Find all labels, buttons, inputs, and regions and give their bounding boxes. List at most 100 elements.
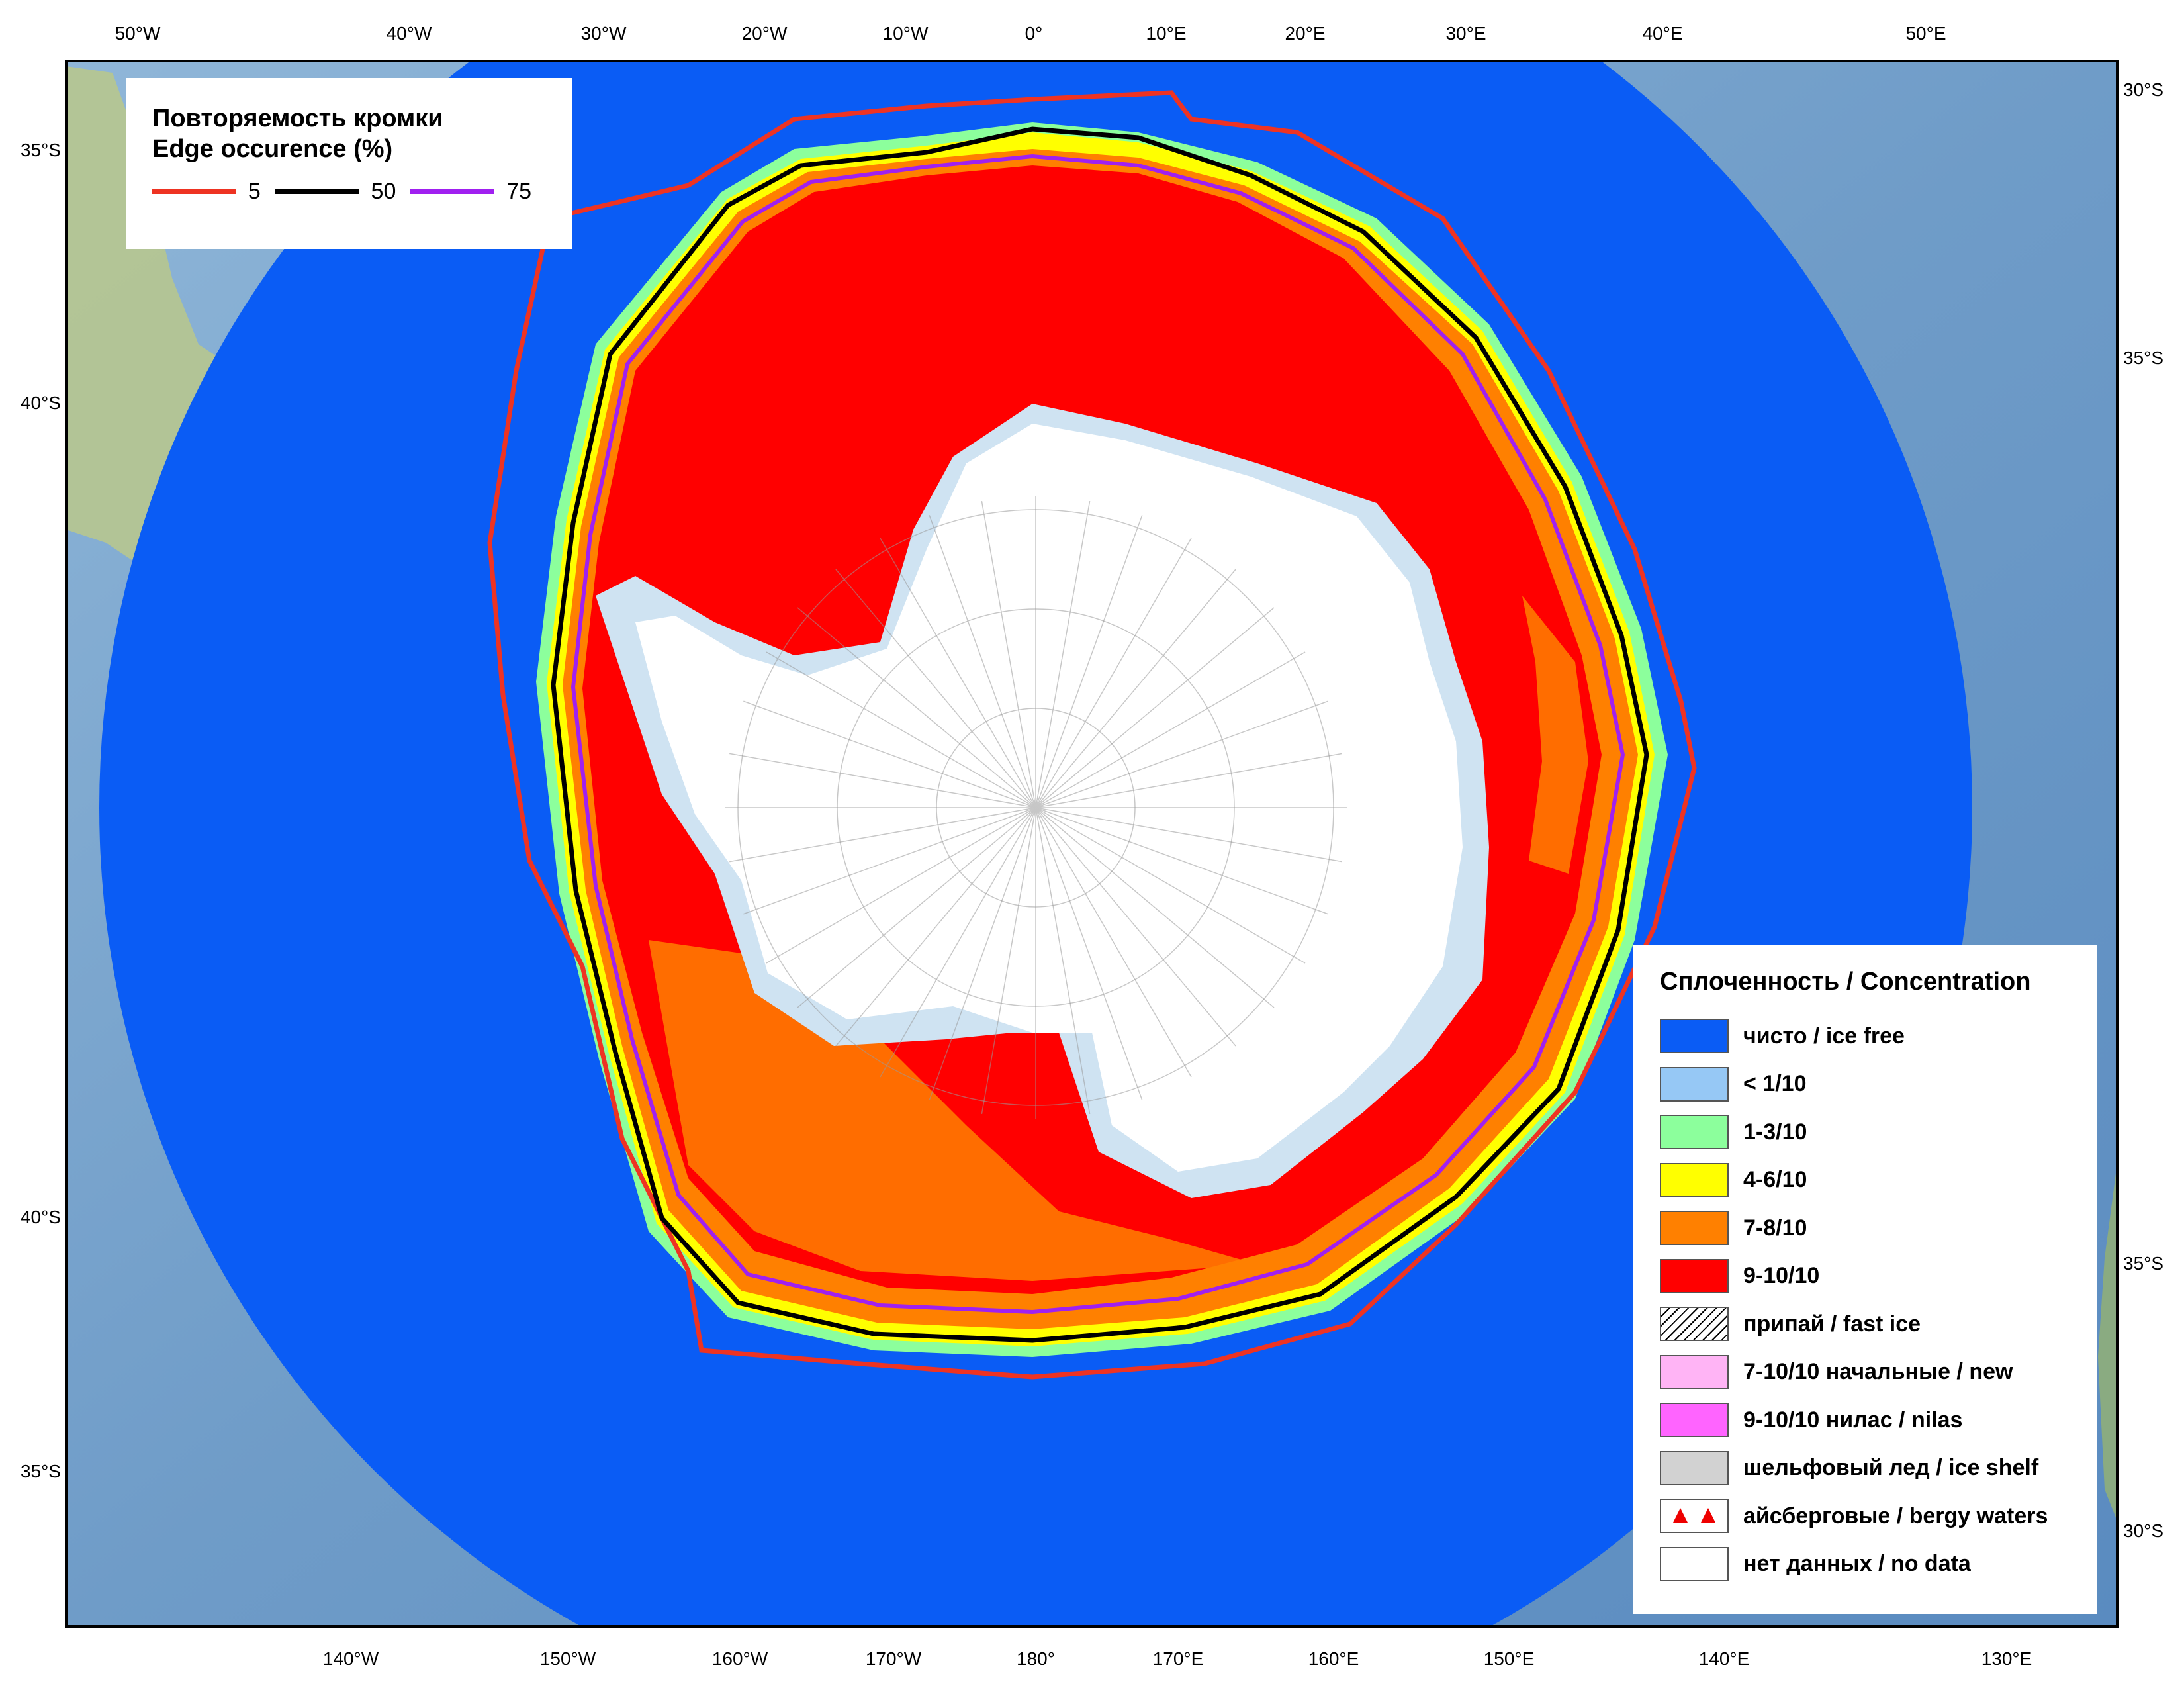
meridian-line bbox=[743, 807, 1036, 915]
meridian-line bbox=[766, 807, 1036, 964]
meridian-line bbox=[1035, 807, 1236, 1047]
meridian-line bbox=[1035, 807, 1342, 863]
left-tick-label: 35°S bbox=[21, 1461, 61, 1481]
ice-7-8-patch-east bbox=[1522, 596, 1588, 874]
right-tick-label: 30°S bbox=[2123, 79, 2163, 100]
concentration-legend-item: < 1/10 bbox=[1660, 1060, 2070, 1109]
edge-line-50-label: 50 bbox=[371, 179, 396, 204]
left-tick-label: 35°S bbox=[21, 140, 61, 160]
top-tick-label: 10°E bbox=[1146, 23, 1186, 44]
edge-line-75-swatch bbox=[410, 189, 495, 194]
concentration-legend-title: Сплоченность / Concentration bbox=[1660, 968, 2031, 996]
top-tick-label: 50°W bbox=[115, 23, 161, 44]
bottom-tick-label: 140°W bbox=[323, 1648, 379, 1669]
right-tick-label: 30°S bbox=[2123, 1521, 2163, 1541]
meridian-line bbox=[1035, 515, 1143, 808]
concentration-legend-item: 9-10/10 bbox=[1660, 1252, 2070, 1301]
edge-occurrence-legend: Повторяемость кромки Edge occurence (%) … bbox=[126, 78, 572, 249]
concentration-legend-item: чисто / ice free bbox=[1660, 1012, 2070, 1060]
meridian-line bbox=[766, 651, 1036, 808]
concentration-label: 7-8/10 bbox=[1743, 1215, 1807, 1241]
left-axis-labels: 35°S 40°S 40°S 35°S bbox=[21, 140, 61, 1481]
meridian-line bbox=[1035, 807, 1306, 964]
concentration-legend-item: нет данных / no data bbox=[1660, 1540, 2070, 1589]
edge-line-5-label: 5 bbox=[248, 179, 261, 204]
concentration-label: 4-6/10 bbox=[1743, 1167, 1807, 1193]
concentration-label: чисто / ice free bbox=[1743, 1023, 1905, 1049]
concentration-legend-item: шельфовый лед / ice shelf bbox=[1660, 1444, 2070, 1493]
top-tick-label: 10°W bbox=[883, 23, 929, 44]
concentration-swatch bbox=[1660, 1450, 1729, 1485]
left-tick-label: 40°S bbox=[21, 1207, 61, 1227]
bottom-tick-label: 140°E bbox=[1699, 1648, 1750, 1669]
concentration-swatch bbox=[1660, 1307, 1729, 1342]
meridian-line bbox=[1035, 700, 1328, 808]
meridian-line bbox=[835, 807, 1036, 1047]
meridian-line bbox=[797, 807, 1036, 1008]
bottom-tick-label: 150°W bbox=[540, 1648, 596, 1669]
top-tick-label: 50°E bbox=[1905, 23, 1946, 44]
bottom-tick-label: 160°E bbox=[1308, 1648, 1359, 1669]
edge-legend-row: 5 50 75 bbox=[152, 179, 546, 205]
bottom-tick-label: 130°E bbox=[1981, 1648, 2032, 1669]
concentration-swatch bbox=[1660, 1211, 1729, 1246]
graticule-meridians bbox=[725, 496, 1347, 1119]
concentration-swatch bbox=[1660, 1066, 1729, 1102]
meridian-line bbox=[1035, 807, 1143, 1100]
top-tick-label: 20°W bbox=[742, 23, 788, 44]
right-axis-labels: 30°S 35°S 35°S 30°S bbox=[2123, 79, 2163, 1541]
concentration-swatch bbox=[1660, 1258, 1729, 1293]
meridian-line bbox=[929, 807, 1036, 1100]
concentration-swatch bbox=[1660, 1162, 1729, 1197]
meridian-line bbox=[981, 501, 1036, 808]
edge-legend-title-ru: Повторяемость кромки bbox=[152, 105, 443, 132]
top-tick-label: 30°W bbox=[581, 23, 627, 44]
concentration-legend: Сплоченность / Concentration чисто / ice… bbox=[1633, 945, 2097, 1614]
top-tick-label: 30°E bbox=[1445, 23, 1486, 44]
concentration-label: нет данных / no data bbox=[1743, 1551, 1971, 1577]
concentration-legend-item: 7-8/10 bbox=[1660, 1204, 2070, 1252]
meridian-line bbox=[1035, 651, 1306, 808]
top-axis-labels: 50°W 40°W 30°W 20°W 10°W 0° 10°E 20°E 30… bbox=[115, 23, 1946, 44]
edge-line-75-label: 75 bbox=[506, 179, 532, 204]
meridian-line bbox=[1035, 807, 1091, 1114]
africa-land bbox=[2098, 1158, 2118, 1523]
map-frame bbox=[65, 60, 2119, 1628]
bottom-tick-label: 150°E bbox=[1484, 1648, 1535, 1669]
meridian-line bbox=[729, 807, 1036, 863]
meridian-line bbox=[1035, 569, 1236, 808]
bottom-tick-label: 180° bbox=[1017, 1648, 1055, 1669]
meridian-line bbox=[1035, 753, 1342, 808]
concentration-swatch bbox=[1660, 1115, 1729, 1150]
concentration-label: 9-10/10 bbox=[1743, 1263, 1820, 1289]
meridian-line bbox=[1035, 807, 1192, 1078]
meridian-line bbox=[743, 700, 1036, 808]
meridian-line bbox=[1035, 538, 1192, 808]
meridian-line bbox=[1035, 501, 1091, 808]
edge-legend-title-en: Edge occurence (%) bbox=[152, 135, 393, 163]
edge-line-5 bbox=[487, 90, 1697, 1380]
concentration-legend-item: айсберговые / bergy waters bbox=[1660, 1492, 2070, 1540]
left-tick-label: 40°S bbox=[21, 393, 61, 413]
meridian-line bbox=[981, 807, 1036, 1114]
bottom-tick-label: 170°W bbox=[866, 1648, 922, 1669]
meridian-line bbox=[729, 753, 1036, 808]
bottom-tick-label: 160°W bbox=[712, 1648, 768, 1669]
edge-line-50 bbox=[551, 126, 1649, 1343]
meridian-line bbox=[880, 538, 1036, 808]
bottom-tick-label: 170°E bbox=[1153, 1648, 1204, 1669]
concentration-legend-item: 7-10/10 начальные / new bbox=[1660, 1348, 2070, 1397]
concentration-label: припай / fast ice bbox=[1743, 1311, 1921, 1336]
concentration-legend-item: 4-6/10 bbox=[1660, 1156, 2070, 1205]
concentration-label: айсберговые / bergy waters bbox=[1743, 1503, 2048, 1528]
concentration-swatch bbox=[1660, 1499, 1729, 1534]
concentration-swatch bbox=[1660, 1403, 1729, 1438]
meridian-line bbox=[880, 807, 1036, 1078]
ice-7-8-patch-south bbox=[649, 940, 1257, 1281]
concentration-legend-item: припай / fast ice bbox=[1660, 1300, 2070, 1348]
meridian-line bbox=[835, 569, 1036, 808]
antarctica-land bbox=[635, 424, 1463, 1172]
concentration-swatch bbox=[1660, 1546, 1729, 1581]
concentration-label: 9-10/10 нилас / nilas bbox=[1743, 1407, 1963, 1432]
concentration-legend-item: 9-10/10 нилас / nilas bbox=[1660, 1396, 2070, 1444]
